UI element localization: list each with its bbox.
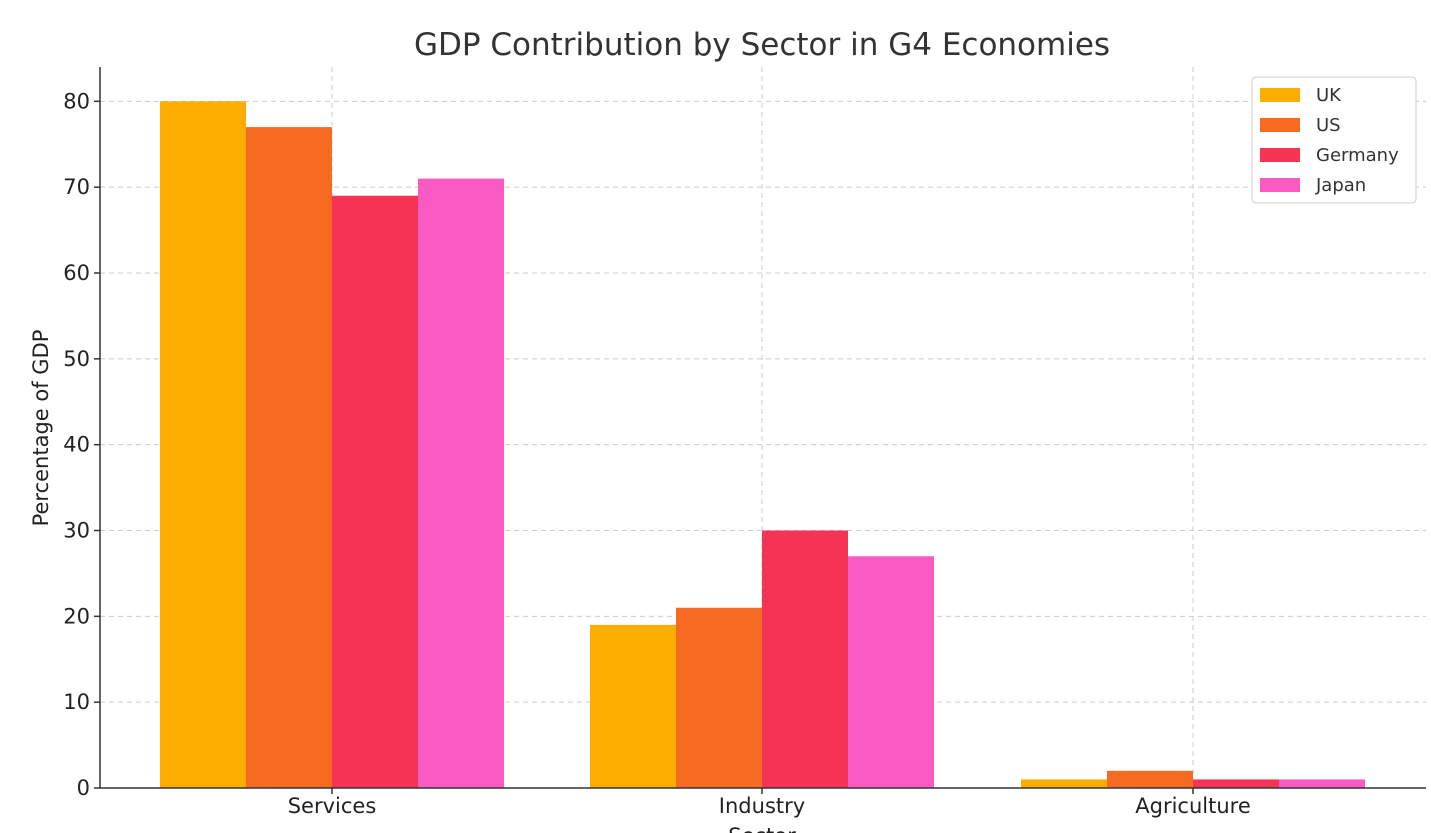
y-axis-label: Percentage of GDP [29, 330, 53, 527]
legend-label-japan: Japan [1315, 175, 1366, 196]
y-tick-label: 60 [63, 261, 90, 285]
y-tick-label: 10 [63, 690, 90, 714]
x-tick-label: Agriculture [1135, 794, 1251, 818]
bar-us-agriculture [1107, 770, 1193, 788]
x-axis-label: Sector [728, 824, 796, 833]
legend-swatch-japan [1260, 178, 1300, 192]
y-tick-label: 70 [63, 175, 90, 199]
y-tick-label: 50 [63, 347, 90, 371]
y-tick-label: 0 [77, 776, 90, 800]
bar-uk-agriculture [1021, 779, 1107, 788]
legend-label-uk: UK [1316, 85, 1342, 106]
legend: UK US Germany Japan [1251, 76, 1417, 204]
bar-uk-services [160, 101, 246, 789]
legend-swatch-us [1260, 118, 1300, 132]
legend-label-us: US [1316, 115, 1341, 136]
chart-title: GDP Contribution by Sector in G4 Economi… [414, 27, 1110, 63]
legend-label-germany: Germany [1316, 145, 1399, 166]
bar-japan-industry [848, 556, 934, 788]
legend-box [1251, 76, 1417, 204]
x-tick-label: Industry [719, 794, 805, 818]
y-tick-label: 20 [63, 604, 90, 628]
bar-japan-services [418, 178, 504, 789]
bars-layer [160, 101, 1365, 789]
bar-germany-services [332, 195, 418, 788]
bar-germany-agriculture [1193, 779, 1279, 788]
bar-us-services [246, 127, 332, 789]
bar-uk-industry [590, 624, 676, 788]
bar-us-industry [676, 607, 762, 788]
bar-germany-industry [762, 530, 848, 788]
axes-layer: 0 10 20 30 40 50 60 70 80 Services Industry Agricul… [63, 67, 1426, 818]
y-tick-label: 30 [63, 519, 90, 543]
x-tick-label: Services [288, 794, 377, 818]
legend-swatch-uk [1260, 88, 1300, 102]
y-tick-label: 80 [63, 89, 90, 113]
y-tick-label: 40 [63, 433, 90, 457]
legend-swatch-germany [1260, 148, 1300, 162]
bar-japan-agriculture [1279, 779, 1365, 788]
